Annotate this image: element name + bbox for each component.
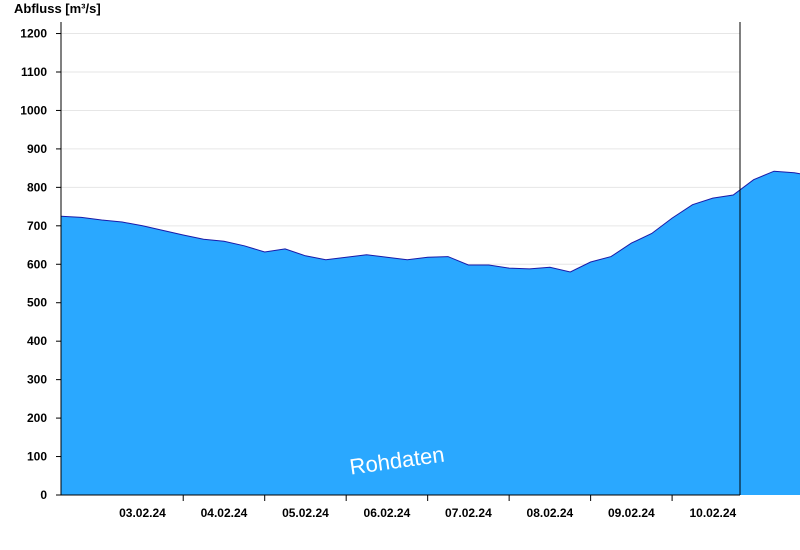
x-ticks: 03.02.24 04.02.24 05.02.24 06.02.24 07.02.24…	[119, 495, 737, 520]
y-axis-label: Abfluss [m³/s]	[14, 1, 101, 16]
y-tick-label-100: 100	[27, 450, 47, 464]
x-tick-label-0: 03.02.24	[119, 506, 166, 520]
y-tick-label-1200: 1200	[20, 27, 47, 41]
x-tick-label-7: 10.02.24	[689, 506, 736, 520]
y-tick-label-800: 800	[27, 180, 47, 194]
x-tick-label-5: 08.02.24	[527, 506, 574, 520]
discharge-line	[60, 170, 800, 273]
x-tick-label-1: 04.02.24	[201, 506, 248, 520]
discharge-area	[61, 171, 800, 495]
y-tick-label-200: 200	[27, 411, 47, 425]
x-tick-label-4: 07.02.24	[445, 506, 492, 520]
y-tick-label-900: 900	[27, 142, 47, 156]
y-tick-label-0: 0	[40, 488, 47, 502]
y-tick-label-700: 700	[27, 219, 47, 233]
y-tick-label-600: 600	[27, 257, 47, 271]
series-area	[60, 170, 800, 495]
y-tick-label-400: 400	[27, 334, 47, 348]
y-tick-label-1100: 1100	[21, 65, 47, 79]
x-tick-label-6: 09.02.24	[608, 506, 655, 520]
y-tick-label-300: 300	[27, 373, 47, 387]
y-tick-label-500: 500	[27, 296, 47, 310]
axes	[60, 22, 741, 496]
x-tick-label-3: 06.02.24	[364, 506, 411, 520]
y-ticks: 0 100 200 300 400 500 600 700 800 900 1000 1100 1200	[20, 27, 61, 502]
x-tick-label-2: 05.02.24	[282, 506, 329, 520]
y-tick-label-1000: 1000	[20, 103, 47, 117]
